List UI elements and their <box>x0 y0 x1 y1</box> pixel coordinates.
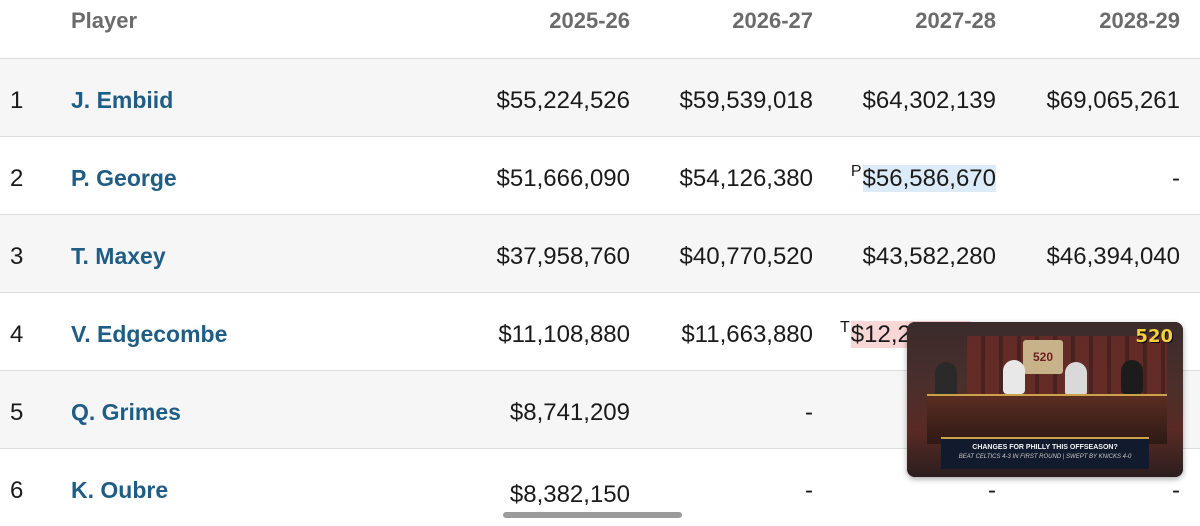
video-chyron: CHANGES FOR PHILLY THIS OFFSEASON? BEAT … <box>941 437 1149 469</box>
host-figure <box>1121 360 1143 394</box>
salary-cell: $11,108,880 <box>498 321 630 348</box>
salary-cell: - <box>1172 165 1180 192</box>
player-link[interactable]: K. Oubre <box>71 477 169 503</box>
header-season-1[interactable]: 2025-26 <box>549 8 630 33</box>
rank-cell: 5 <box>10 399 24 426</box>
table-header: Player 2025-26 2026-27 2027-28 2028-29 <box>0 0 1200 59</box>
picture-in-picture-video[interactable]: 520 520 CHANGES FOR PHILLY THIS OFFSEASO… <box>907 322 1183 477</box>
salary-cell: $40,770,520 <box>679 243 813 270</box>
host-figure <box>1065 362 1087 396</box>
rank-cell: 1 <box>10 87 24 114</box>
salary-cell: $51,666,090 <box>496 165 630 192</box>
salary-cell: - <box>805 399 813 426</box>
player-link[interactable]: V. Edgecombe <box>71 321 228 347</box>
header-season-3[interactable]: 2027-28 <box>915 8 996 33</box>
header-season-4[interactable]: 2028-29 <box>1099 8 1180 33</box>
salary-cell: $8,741,209 <box>509 399 630 426</box>
player-link[interactable]: P. George <box>71 165 177 191</box>
rank-cell: 3 <box>10 243 24 270</box>
show-logo: 520 <box>1135 326 1173 347</box>
chyron-headline: CHANGES FOR PHILLY THIS OFFSEASON? <box>972 444 1118 451</box>
salary-cell: $59,539,018 <box>679 87 813 114</box>
studio-desk <box>927 394 1167 444</box>
salary-cell: $55,224,526 <box>496 87 630 114</box>
salary-cell: $64,302,139 <box>862 87 996 114</box>
salary-cell: $46,394,040 <box>1046 243 1180 270</box>
host-figure <box>935 362 957 396</box>
salary-cell: $11,663,880 <box>681 321 813 348</box>
salary-cell: - <box>988 477 996 504</box>
horizontal-scrollbar[interactable] <box>503 512 682 518</box>
table-row: 1 J. Embiid $55,224,526 $59,539,018 $64,… <box>0 59 1200 137</box>
rank-cell: 6 <box>10 477 24 504</box>
salary-cell: $69,065,261 <box>1046 87 1180 114</box>
salary-cell: $54,126,380 <box>679 165 813 192</box>
salary-cell: - <box>805 477 813 504</box>
player-link[interactable]: Q. Grimes <box>71 399 181 425</box>
salary-cell: $43,582,280 <box>862 243 996 270</box>
player-option-cell: P$56,586,670 <box>850 163 996 193</box>
player-link[interactable]: T. Maxey <box>71 243 166 269</box>
rank-cell: 4 <box>10 321 24 348</box>
host-figure <box>1003 360 1025 394</box>
rank-cell: 2 <box>10 165 24 192</box>
header-season-2[interactable]: 2026-27 <box>732 8 813 33</box>
team-option-flag: T <box>840 319 850 336</box>
salary-cell: $37,958,760 <box>496 243 630 270</box>
player-option-salary: $56,586,670 <box>862 165 996 192</box>
studio-sign: 520 <box>1023 340 1063 374</box>
chyron-subline: BEAT CELTICS 4-3 IN FIRST ROUND | SWEPT … <box>958 454 1132 460</box>
salary-cell: $8,382,150 <box>509 481 630 508</box>
player-link[interactable]: J. Embiid <box>71 87 174 113</box>
player-option-flag: P <box>850 163 862 180</box>
table-row: 3 T. Maxey $37,958,760 $40,770,520 $43,5… <box>0 215 1200 293</box>
header-player[interactable]: Player <box>71 8 138 33</box>
table-row: 2 P. George $51,666,090 $54,126,380 P$56… <box>0 137 1200 215</box>
salary-cell: - <box>1172 477 1180 504</box>
